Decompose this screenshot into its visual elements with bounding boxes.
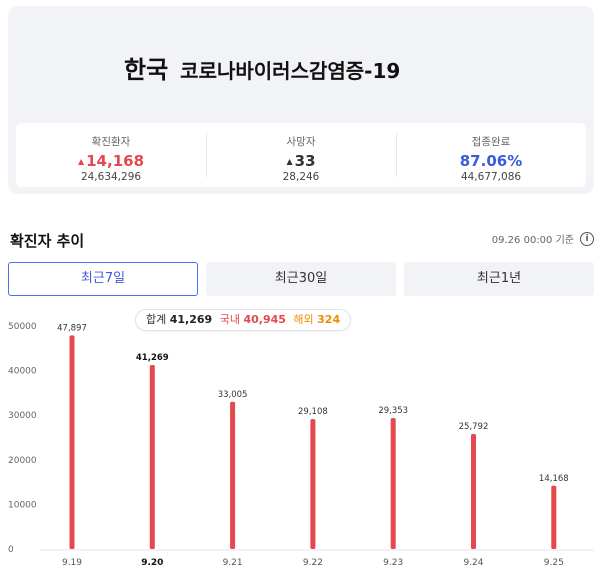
stat-change-value: 33 xyxy=(294,152,316,170)
period-tabs: 최근7일 최근30일 최근1년 xyxy=(8,262,594,296)
bar-value-label: 14,168 xyxy=(539,474,569,484)
x-tick-label: 9.23 xyxy=(383,558,403,568)
page-title: 한국 코로나바이러스감염증-19 xyxy=(124,50,400,85)
stat-deaths: 사망자 ▲ 33 28,246 xyxy=(206,123,396,187)
disease-title: 코로나바이러스감염증-19 xyxy=(180,59,401,83)
trend-meta: 09.26 00:00 기준 i xyxy=(492,231,594,246)
stat-change: ▲ 14,168 xyxy=(16,152,206,170)
confirmed-trend-chart: 0 10000 20000 30000 40000 50000 47,897 9.19 41,2… xyxy=(8,322,594,568)
tab-recent-1-year[interactable]: 최근1년 xyxy=(404,262,594,296)
stat-total: 24,634,296 xyxy=(80,171,142,183)
stat-total: 28,246 xyxy=(282,171,320,183)
stat-label: 확진환자 xyxy=(91,136,131,148)
tooltip-overseas-value: 324 xyxy=(317,313,341,326)
bar-value-label: 33,005 xyxy=(218,390,248,400)
stat-confirmed: 확진환자 ▲ 14,168 24,634,296 xyxy=(16,123,206,187)
x-tick-label: 9.24 xyxy=(463,558,483,568)
bar-value-label: 25,792 xyxy=(459,422,489,432)
up-arrow-icon: ▲ xyxy=(77,156,85,166)
y-tick-label: 50000 xyxy=(8,322,37,332)
stat-total: 44,677,086 xyxy=(460,171,522,183)
chart-bar[interactable] xyxy=(149,364,155,549)
tooltip-total-label: 합계 xyxy=(146,313,167,326)
chart-bar[interactable] xyxy=(471,433,476,549)
stat-change: 87.06% xyxy=(396,152,586,170)
stat-change: ▲ 33 xyxy=(206,152,396,170)
tab-recent-7-days[interactable]: 최근7일 xyxy=(8,262,198,296)
chart-bar[interactable] xyxy=(230,401,236,549)
stat-label: 사망자 xyxy=(286,136,316,148)
y-tick-label: 40000 xyxy=(8,367,37,377)
bar-value-label: 29,108 xyxy=(298,407,328,417)
tooltip-total-value: 41,269 xyxy=(169,313,213,326)
bar-value-label: 29,353 xyxy=(378,406,408,416)
x-tick-label: 9.20 xyxy=(141,558,163,568)
stat-label: 접종완료 xyxy=(471,136,511,148)
tooltip-domestic-label: 국내 xyxy=(219,313,240,326)
summary-card: 한국 코로나바이러스감염증-19 확진환자 ▲ 14,168 24,634,29… xyxy=(8,6,594,194)
y-tick-label: 20000 xyxy=(8,456,37,466)
country-title: 한국 xyxy=(124,56,169,84)
bar-value-label: 41,269 xyxy=(136,353,169,363)
x-tick-label: 9.21 xyxy=(223,558,243,568)
chart-bar[interactable] xyxy=(69,335,75,549)
chart-tooltip: 합계 41,269 국내 40,945 해외 324 xyxy=(135,309,352,331)
x-tick-label: 9.19 xyxy=(62,558,82,568)
tooltip-domestic-value: 40,945 xyxy=(243,313,286,326)
up-arrow-icon: ▲ xyxy=(286,156,293,166)
stat-change-value: 87.06% xyxy=(459,152,523,170)
stat-vaccinated: 접종완료 87.06% 44,677,086 xyxy=(396,123,586,187)
y-tick-label: 10000 xyxy=(8,500,37,510)
stats-box: 확진환자 ▲ 14,168 24,634,296 사망자 ▲ 33 28,246… xyxy=(16,123,586,187)
x-tick-label: 9.25 xyxy=(544,558,564,568)
bar-value-label: 47,897 xyxy=(57,323,87,333)
chart-bar[interactable] xyxy=(390,418,396,549)
tab-recent-30-days[interactable]: 최근30일 xyxy=(206,262,396,296)
y-tick-label: 30000 xyxy=(8,411,37,421)
chart-bar[interactable] xyxy=(551,485,557,549)
y-tick-label: 0 xyxy=(8,545,14,555)
chart-bar[interactable] xyxy=(310,419,316,549)
trend-title: 확진자 추이 xyxy=(10,232,85,250)
updated-timestamp: 09.26 00:00 기준 xyxy=(491,235,574,246)
info-icon[interactable]: i xyxy=(580,231,594,246)
x-tick-label: 9.22 xyxy=(303,558,323,568)
stat-change-value: 14,168 xyxy=(86,152,145,170)
tooltip-overseas-label: 해외 xyxy=(293,313,314,326)
